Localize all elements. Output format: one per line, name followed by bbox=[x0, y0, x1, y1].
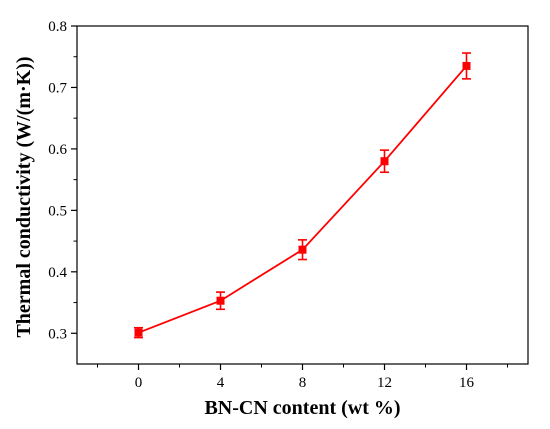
x-tick-label: 8 bbox=[299, 375, 307, 391]
data-point bbox=[462, 61, 471, 70]
y-tick-label: 0.5 bbox=[48, 203, 67, 219]
y-tick-label: 0.8 bbox=[48, 19, 67, 35]
y-tick-label: 0.6 bbox=[48, 142, 67, 158]
data-point bbox=[216, 296, 225, 305]
y-tick-label: 0.7 bbox=[48, 80, 67, 96]
x-axis-title: BN-CN content (wt %) bbox=[204, 397, 400, 419]
plot-frame bbox=[76, 25, 529, 365]
x-tick-label: 4 bbox=[217, 375, 225, 391]
y-axis-title: Thermal conductivity (W/(m·K)) bbox=[13, 56, 35, 337]
x-tick-label: 12 bbox=[377, 375, 392, 391]
y-tick-label: 0.3 bbox=[48, 326, 67, 342]
x-axis-ticks: 0 4 8 12 16 bbox=[97, 364, 508, 391]
y-tick-label: 0.4 bbox=[48, 265, 67, 281]
series-line bbox=[138, 65, 468, 334]
y-axis-ticks: 0.3 0.4 0.5 0.6 0.7 0.8 bbox=[48, 19, 77, 342]
data-point bbox=[380, 157, 389, 166]
data-point bbox=[134, 328, 143, 337]
plot-border bbox=[76, 25, 529, 365]
data-point bbox=[298, 245, 307, 254]
data-series bbox=[134, 52, 471, 339]
x-tick-label: 0 bbox=[135, 375, 143, 391]
x-tick-label: 16 bbox=[459, 375, 475, 391]
